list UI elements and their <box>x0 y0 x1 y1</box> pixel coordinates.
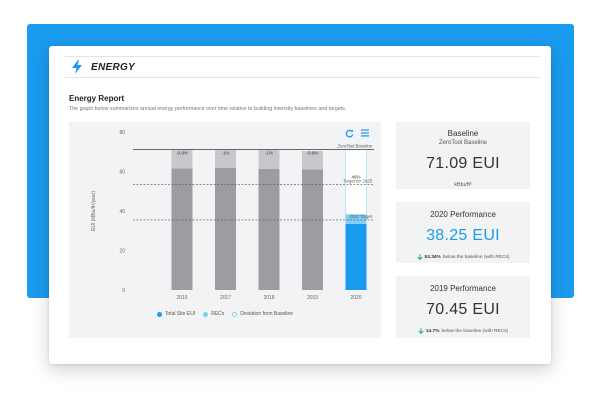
bar-label-2018: -1% <box>265 151 273 156</box>
bar-label-2020: 46% <box>351 175 360 180</box>
performance-2019-note: 14.7% below the baseline (with RECs) <box>396 328 530 334</box>
performance-2019-card: 2019 Performance 70.45 EUI 14.7% below t… <box>396 276 530 338</box>
legend-item-deviation[interactable]: Deviation from Baseline <box>232 311 293 317</box>
bar-recs-2017 <box>215 149 236 168</box>
bar-total-site-eui-2018 <box>258 168 280 290</box>
legend-item-recs[interactable]: RECs <box>203 311 224 317</box>
bar-total-site-eui-2016 <box>171 168 193 290</box>
bar-label-2016: -0.9% <box>176 151 188 156</box>
performance-2019-note-text: below the baseline (with RECs) <box>441 328 509 334</box>
reference-line-label: 2030 Target <box>348 214 373 219</box>
x-tick-label: 2017 <box>220 295 231 301</box>
chart-canvas: 0 20 40 60 80 EUI (kBtu/ft²/year) 2016 -0.9% 201… <box>91 130 374 301</box>
performance-2020-card: 2020 Performance 38.25 EUI 53.34% below … <box>396 202 530 263</box>
y-tick-label: 80 <box>119 130 125 136</box>
arrow-down-icon <box>416 254 423 260</box>
y-tick-label: 60 <box>119 169 125 175</box>
legend-dot-recs <box>203 311 209 317</box>
y-tick-label: 0 <box>122 288 125 294</box>
performance-2019-value: 70.45 EUI <box>426 301 500 318</box>
performance-2020-title: 2020 Performance <box>430 210 496 219</box>
legend-item-total-site-eui[interactable]: Total Site EUI <box>156 311 196 317</box>
report-description: The graph below summarizes annual energy… <box>69 106 347 112</box>
legend-dot-total-site-eui <box>156 311 162 317</box>
baseline-value: 71.09 EUI <box>426 155 500 172</box>
section-header: ENERGY <box>65 56 539 78</box>
legend-label: Total Site EUI <box>164 311 196 317</box>
bar-recs-2018 <box>258 149 280 169</box>
performance-2019-title: 2019 Performance <box>430 284 496 293</box>
refresh-icon[interactable] <box>345 129 354 138</box>
bar-recs-2020 <box>345 214 367 224</box>
y-tick-label: 40 <box>119 209 125 215</box>
performance-2019-note-value: 14.7% <box>425 328 440 334</box>
performance-2020-note-value: 53.34% <box>424 254 441 260</box>
performance-2020-value: 38.25 EUI <box>426 227 500 244</box>
arrow-down-icon <box>418 328 424 334</box>
baseline-unit: kBtu/ft² <box>454 182 472 188</box>
bar-total-site-eui-2020 <box>345 223 367 290</box>
bar-total-site-eui-2017 <box>215 167 236 290</box>
report-title: Energy Report <box>69 94 125 103</box>
bar-label-2017: -1% <box>221 151 229 156</box>
menu-icon[interactable] <box>360 128 370 138</box>
bar-recs-2016 <box>171 149 193 169</box>
chart-legend: Total Site EUI RECs Deviation from Basel… <box>69 311 381 317</box>
legend-dot-deviation <box>232 311 238 317</box>
y-tick-label: 20 <box>119 248 125 254</box>
performance-2020-note: 53.34% below the baseline (with RECs) <box>396 254 530 260</box>
y-axis-label: EUI (kBtu/ft²/year) <box>91 191 97 231</box>
reference-line-label: Target for 2025 <box>343 179 373 184</box>
x-tick-label: 2020 <box>350 295 361 301</box>
energy-chart: 0 20 40 60 80 EUI (kBtu/ft²/year) 2016 -0.9% 201… <box>69 122 381 338</box>
baseline-title: Baseline <box>447 129 479 138</box>
reference-line-label: ZeroTool Baseline <box>337 144 373 149</box>
legend-label: Deviation from Baseline <box>240 311 294 317</box>
section-title: ENERGY <box>91 61 136 73</box>
x-tick-label: 2019 <box>307 295 318 301</box>
baseline-subtitle: ZeroTool Baseline <box>438 140 488 146</box>
x-tick-label: 2018 <box>263 295 274 301</box>
bar-label-2019: -0.9% <box>307 151 319 156</box>
bar-recs-2019 <box>302 150 323 170</box>
baseline-card: Baseline ZeroTool Baseline 71.09 EUI kBt… <box>396 122 530 189</box>
legend-label: RECs <box>211 311 225 317</box>
performance-2020-note-text: below the baseline (with RECs) <box>442 254 510 260</box>
lightning-bolt-icon <box>72 60 82 74</box>
energy-card: ENERGY Energy Report The graph below sum… <box>49 46 551 364</box>
x-tick-label: 2016 <box>176 295 187 301</box>
bar-total-site-eui-2019 <box>302 169 323 290</box>
